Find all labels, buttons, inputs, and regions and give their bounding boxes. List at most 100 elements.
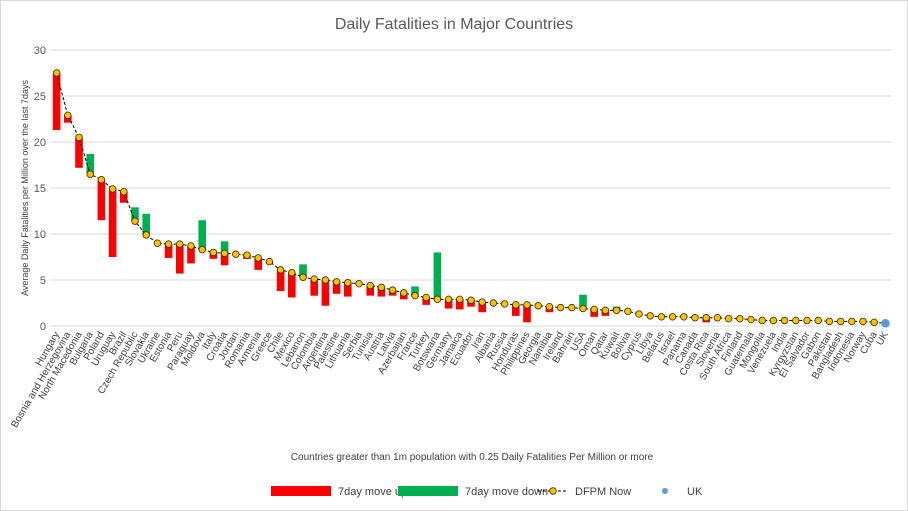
dfpm-point [75, 133, 83, 142]
dfpm-point [355, 279, 363, 288]
bar-move-up [97, 179, 106, 221]
bar-move-up [108, 188, 117, 257]
dfpm-point [500, 300, 509, 308]
dfpm-line [52, 69, 890, 328]
dfpm-polyline [56, 72, 886, 324]
y-tick-label: 20 [34, 137, 46, 149]
dfpm-point [120, 187, 128, 196]
y-tick-label: 25 [34, 91, 46, 103]
dfpm-point [400, 289, 408, 297]
bar-move-up [287, 272, 296, 298]
dfpm-point [187, 242, 195, 250]
dfpm-point [288, 268, 296, 277]
dfpm-point [411, 291, 419, 300]
dfpm-point [635, 310, 643, 318]
dfpm-point [523, 301, 531, 309]
dfpm-point [780, 316, 789, 325]
legend-label-move-up: 7day move up [338, 486, 407, 498]
bar-move-up [455, 299, 464, 310]
legend-marker-uk [662, 488, 668, 494]
dfpm-point [321, 276, 330, 284]
dfpm-point [142, 231, 150, 239]
dfpm-point [624, 307, 632, 315]
dfpm-point [825, 317, 834, 326]
dfpm-point [556, 303, 565, 312]
dfpm-point [859, 317, 867, 326]
dfpm-point [612, 306, 621, 315]
dfpm-point [601, 306, 610, 315]
y-tick-label: 10 [34, 229, 46, 241]
dfpm-point [848, 317, 856, 326]
dfpm-point [220, 249, 229, 258]
dfpm-point [456, 295, 464, 304]
dfpm-point [265, 257, 274, 266]
dfpm-point [108, 185, 117, 193]
dfpm-point [512, 301, 520, 309]
bar-move-down [86, 153, 95, 175]
dfpm-point [377, 283, 386, 292]
dfpm-point [433, 295, 442, 304]
dfpm-point [545, 302, 554, 311]
bar-move-up [366, 285, 375, 296]
dfpm-point [713, 314, 722, 322]
dfpm-point [736, 314, 744, 323]
bar-move-down [433, 252, 442, 300]
dfpm-point [870, 318, 878, 327]
dfpm-point [332, 278, 341, 286]
dfpm-point [657, 313, 666, 321]
dfpm-point [243, 251, 251, 259]
uk-point [881, 318, 890, 328]
dfpm-point [444, 295, 453, 304]
dfpm-point [422, 293, 430, 302]
bar-move-up [523, 304, 531, 323]
bar-move-up [187, 245, 195, 264]
bar-move-down [299, 264, 307, 278]
bar-move-up [220, 253, 229, 266]
y-tick-label: 5 [40, 275, 46, 287]
dfpm-point [198, 245, 206, 254]
dfpm-point [579, 304, 587, 313]
bar-move-down [220, 241, 229, 254]
bar-move-down [198, 220, 207, 250]
dfpm-point [52, 69, 61, 77]
dfpm-point [769, 316, 778, 325]
dfpm-point [366, 281, 374, 290]
dfpm-point [388, 286, 397, 294]
dfpm-point [299, 273, 307, 281]
y-tick-label: 0 [40, 321, 46, 333]
bar-move-up [444, 299, 453, 309]
legend-swatch-move-down [398, 486, 458, 496]
dfpm-point [668, 313, 677, 321]
bar-move-down [142, 213, 151, 235]
dfpm-point [232, 250, 240, 258]
dfpm-point [86, 170, 94, 178]
bar-move-up [332, 281, 341, 294]
dfpm-point [131, 217, 139, 225]
dfpm-point [467, 296, 475, 304]
dfpm-point [803, 316, 811, 325]
dfpm-point [344, 279, 352, 287]
bar-move-up [478, 302, 487, 313]
dfpm-point [97, 176, 106, 184]
legend-label-move-down: 7day move down [465, 486, 548, 498]
dfpm-point [691, 314, 699, 322]
y-tick-label: 15 [34, 183, 46, 195]
bar-move-up [52, 73, 61, 131]
legend-marker-dfpm [549, 487, 557, 495]
bar-move-up [276, 269, 285, 292]
bar-move-up [175, 244, 184, 274]
legend: 7day move up 7day move down DFPM Now UK [271, 486, 703, 498]
dfpm-point [209, 248, 218, 257]
bar-move-up [511, 304, 520, 316]
y-ticks: 0 5 10 15 20 25 30 [34, 45, 46, 333]
bar-move-up [310, 279, 319, 296]
bar-move-down [411, 286, 419, 296]
dfpm-point [568, 303, 576, 312]
bar-move-down [131, 207, 139, 222]
dfpm-point [64, 111, 72, 120]
gridlines [51, 49, 891, 327]
bar-move-up [254, 257, 263, 270]
